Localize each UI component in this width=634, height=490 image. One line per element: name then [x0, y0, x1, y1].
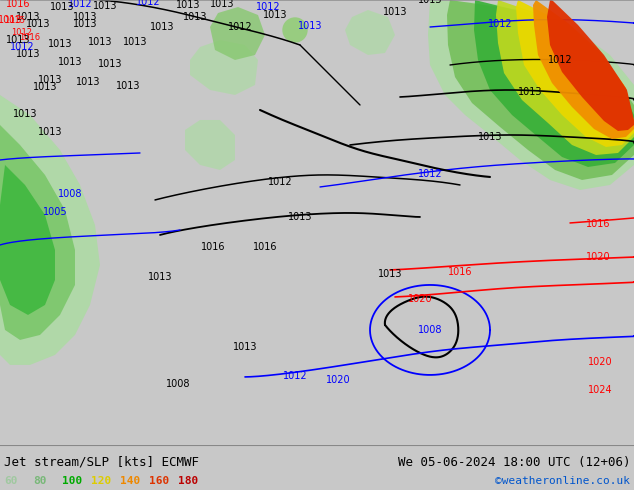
- Circle shape: [283, 18, 307, 42]
- Text: 1013: 1013: [288, 212, 313, 222]
- Text: 1013: 1013: [87, 37, 112, 47]
- Text: 1020: 1020: [408, 294, 432, 304]
- Polygon shape: [474, 0, 634, 167]
- Text: 1012: 1012: [11, 28, 32, 37]
- Text: 1013: 1013: [262, 10, 287, 20]
- Text: 1012: 1012: [10, 42, 34, 52]
- Text: We 05-06-2024 18:00 UTC (12+06): We 05-06-2024 18:00 UTC (12+06): [398, 456, 630, 469]
- Text: 1012: 1012: [68, 0, 93, 9]
- Text: 1013: 1013: [48, 39, 72, 49]
- Polygon shape: [185, 120, 235, 170]
- Text: 1013: 1013: [16, 12, 40, 22]
- Text: 1013: 1013: [98, 59, 122, 69]
- Text: 1012: 1012: [488, 19, 512, 29]
- Text: 1013: 1013: [183, 12, 207, 22]
- Text: 80: 80: [33, 476, 46, 486]
- Text: 1013: 1013: [123, 37, 147, 47]
- Text: 180: 180: [178, 476, 198, 486]
- Text: 1005: 1005: [42, 207, 67, 217]
- Text: 1013: 1013: [116, 81, 140, 91]
- Text: 1013: 1013: [38, 127, 62, 137]
- Text: 1008: 1008: [58, 189, 82, 199]
- Text: 1012: 1012: [136, 0, 160, 7]
- Text: 1013: 1013: [58, 57, 82, 67]
- Text: 1024: 1024: [588, 385, 612, 395]
- Text: 1016: 1016: [448, 267, 472, 277]
- Text: 1016: 1016: [201, 242, 225, 252]
- Text: 100: 100: [62, 476, 82, 486]
- Polygon shape: [547, 0, 634, 131]
- Polygon shape: [496, 0, 634, 155]
- Text: 1012: 1012: [418, 169, 443, 179]
- Text: 1013: 1013: [33, 82, 57, 92]
- Text: 160: 160: [149, 476, 169, 486]
- Text: 1013: 1013: [383, 7, 407, 17]
- Text: 1012: 1012: [268, 177, 292, 187]
- Text: 1013: 1013: [75, 77, 100, 87]
- Text: 1012: 1012: [228, 22, 252, 32]
- Polygon shape: [428, 0, 634, 190]
- Text: 1013: 1013: [6, 35, 30, 45]
- Text: 1013: 1013: [93, 1, 117, 11]
- Text: 1013: 1013: [518, 87, 542, 97]
- Text: 1013: 1013: [150, 22, 174, 32]
- Polygon shape: [210, 7, 265, 60]
- Text: 1012: 1012: [548, 55, 573, 65]
- Text: ©weatheronline.co.uk: ©weatheronline.co.uk: [495, 476, 630, 486]
- Text: 1008: 1008: [418, 325, 443, 335]
- Text: 1013: 1013: [298, 21, 322, 31]
- Text: 140: 140: [120, 476, 140, 486]
- Text: 1013: 1013: [233, 342, 257, 352]
- Text: 1016: 1016: [586, 219, 611, 229]
- Text: 60: 60: [4, 476, 18, 486]
- Text: 1020: 1020: [326, 375, 351, 385]
- Text: 1013: 1013: [38, 75, 62, 85]
- Text: 1012: 1012: [283, 371, 307, 381]
- Text: 1013: 1013: [418, 0, 443, 5]
- Text: 1013: 1013: [148, 272, 172, 282]
- Text: 1012: 1012: [256, 2, 280, 12]
- Polygon shape: [0, 95, 100, 365]
- Text: 1013: 1013: [478, 132, 502, 142]
- Polygon shape: [0, 125, 75, 340]
- Text: 1016: 1016: [6, 0, 30, 9]
- Text: 1016: 1016: [253, 242, 277, 252]
- Text: 120: 120: [91, 476, 111, 486]
- Text: 1013: 1013: [0, 15, 22, 25]
- Polygon shape: [447, 0, 634, 180]
- Text: 1013: 1013: [49, 2, 74, 12]
- Text: 1013: 1013: [176, 0, 200, 10]
- Text: 1013: 1013: [210, 0, 234, 9]
- Text: 1020: 1020: [588, 357, 612, 367]
- Text: Jet stream/SLP [kts] ECMWF: Jet stream/SLP [kts] ECMWF: [4, 456, 199, 469]
- Polygon shape: [190, 40, 258, 95]
- Polygon shape: [0, 165, 55, 315]
- Text: 1013: 1013: [378, 269, 402, 279]
- Text: 1013: 1013: [73, 12, 97, 22]
- Text: 1013: 1013: [26, 19, 50, 29]
- Text: 1008: 1008: [165, 379, 190, 389]
- Text: 1013: 1013: [16, 49, 40, 59]
- Text: 1020: 1020: [586, 252, 611, 262]
- Polygon shape: [345, 10, 395, 55]
- Text: 1016: 1016: [20, 33, 41, 42]
- Text: 1013: 1013: [73, 19, 97, 29]
- Text: 1013: 1013: [13, 109, 37, 119]
- Polygon shape: [516, 0, 634, 147]
- Polygon shape: [533, 0, 634, 139]
- Text: 1015: 1015: [4, 16, 25, 25]
